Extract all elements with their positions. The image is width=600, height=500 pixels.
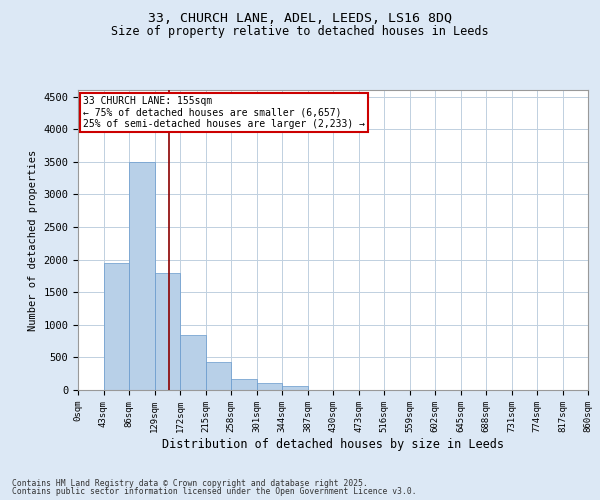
Bar bbox=[282, 386, 308, 390]
Bar bbox=[104, 263, 129, 390]
Text: 33 CHURCH LANE: 155sqm
← 75% of detached houses are smaller (6,657)
25% of semi-: 33 CHURCH LANE: 155sqm ← 75% of detached… bbox=[83, 96, 365, 129]
Bar bbox=[180, 334, 205, 390]
Y-axis label: Number of detached properties: Number of detached properties bbox=[28, 150, 38, 330]
Text: Contains HM Land Registry data © Crown copyright and database right 2025.: Contains HM Land Registry data © Crown c… bbox=[12, 478, 368, 488]
Bar bbox=[129, 162, 155, 390]
Bar bbox=[231, 378, 257, 390]
Text: Contains public sector information licensed under the Open Government Licence v3: Contains public sector information licen… bbox=[12, 487, 416, 496]
Bar bbox=[155, 272, 180, 390]
X-axis label: Distribution of detached houses by size in Leeds: Distribution of detached houses by size … bbox=[162, 438, 504, 450]
Text: 33, CHURCH LANE, ADEL, LEEDS, LS16 8DQ: 33, CHURCH LANE, ADEL, LEEDS, LS16 8DQ bbox=[148, 12, 452, 26]
Bar bbox=[205, 362, 231, 390]
Text: Size of property relative to detached houses in Leeds: Size of property relative to detached ho… bbox=[111, 25, 489, 38]
Bar bbox=[257, 383, 282, 390]
